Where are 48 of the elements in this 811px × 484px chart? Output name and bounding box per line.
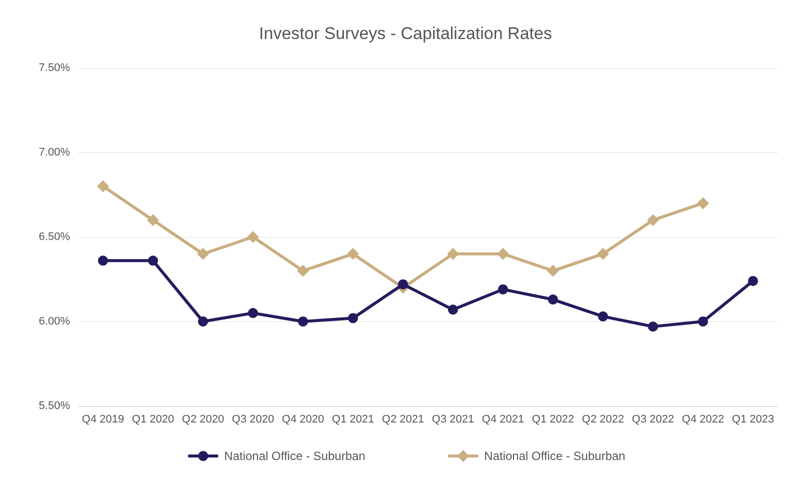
y-tick-label: 6.50%: [38, 231, 70, 243]
x-tick-label: Q2 2021: [382, 414, 424, 426]
x-tick-label: Q4 2020: [282, 414, 324, 426]
legend-label: National Office - Suburban: [484, 449, 626, 463]
point: [247, 231, 259, 243]
x-tick-label: Q3 2020: [232, 414, 274, 426]
y-tick-label: 5.50%: [38, 400, 70, 412]
point: [148, 256, 158, 266]
point: [298, 316, 308, 326]
point: [447, 248, 459, 260]
point: [648, 322, 658, 332]
point: [498, 284, 508, 294]
x-tick-label: Q1 2022: [532, 414, 574, 426]
point: [197, 248, 209, 260]
point: [548, 294, 558, 305]
x-tick-label: Q3 2022: [632, 414, 674, 426]
point: [98, 256, 108, 266]
point: [348, 313, 358, 324]
point: [147, 214, 159, 226]
point: [398, 279, 408, 290]
point: [198, 316, 208, 326]
point: [97, 180, 109, 192]
chart-title: Investor Surveys - Capitalization Rates: [259, 24, 552, 43]
point: [748, 276, 758, 286]
x-tick-label: Q4 2021: [482, 414, 524, 426]
x-tick-label: Q1 2021: [332, 414, 374, 426]
point: [297, 264, 309, 277]
x-tick-label: Q2 2022: [582, 414, 624, 426]
x-tick-label: Q2 2020: [182, 414, 224, 426]
point: [497, 248, 509, 260]
point: [547, 264, 559, 277]
y-tick-label: 6.00%: [38, 316, 70, 328]
y-tick-label: 7.50%: [38, 62, 70, 74]
point: [448, 304, 458, 315]
point: [697, 197, 709, 210]
x-tick-label: Q1 2023: [732, 414, 774, 426]
point: [347, 248, 359, 260]
x-tick-label: Q4 2022: [682, 414, 724, 426]
x-tick-label: Q4 2019: [82, 414, 124, 426]
point: [698, 316, 708, 326]
point: [647, 214, 659, 226]
y-tick-label: 7.00%: [38, 146, 70, 158]
point: [597, 248, 609, 260]
x-tick-label: Q1 2020: [132, 414, 174, 426]
point: [248, 308, 258, 318]
point: [598, 311, 608, 322]
legend-label: National Office - Suburban: [224, 449, 366, 463]
x-tick-label: Q3 2021: [432, 414, 474, 426]
